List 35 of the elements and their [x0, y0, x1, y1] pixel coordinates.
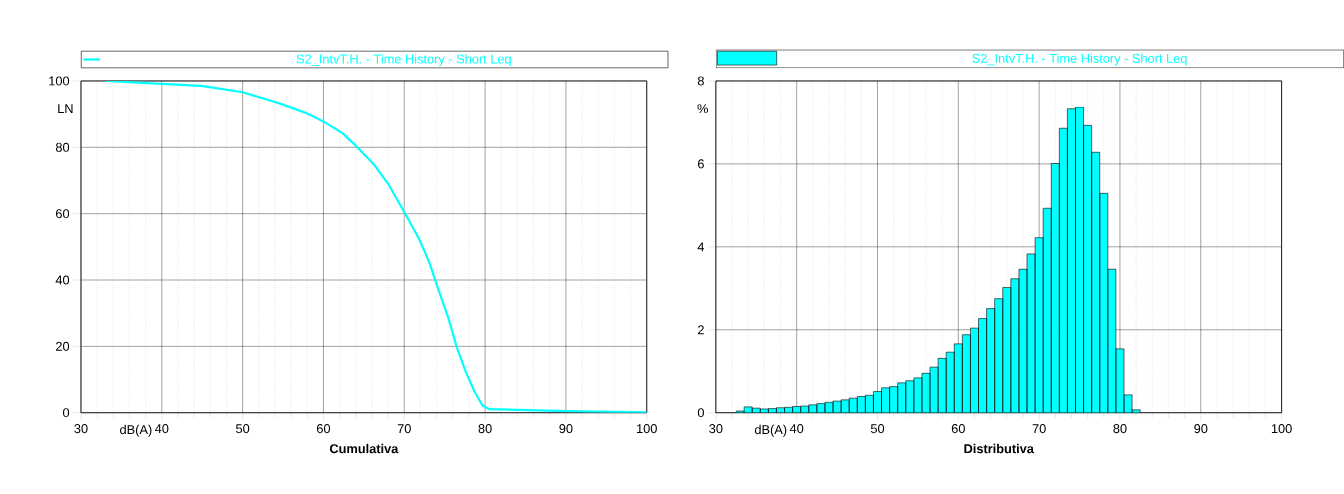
x-axis-title: Distributiva	[964, 443, 1034, 454]
x-tick-label: 90	[559, 424, 573, 434]
x-tick-label: 60	[316, 424, 331, 434]
x-tick-label: 70	[397, 424, 411, 434]
y-tick-label: 4	[697, 242, 705, 252]
x-tick-label: 40	[789, 424, 804, 434]
text: dB(A)	[120, 424, 152, 437]
x-tick-label: 90	[1194, 424, 1208, 434]
text: dB(A)	[754, 424, 787, 437]
x-tick-label: 40	[154, 424, 169, 434]
x-tick-label: 80	[1113, 424, 1127, 434]
x-tick-label: 100	[637, 424, 657, 434]
x-tick-label: 80	[478, 424, 492, 434]
x-tick-label: 60	[951, 424, 965, 434]
y-tick-label: 40	[55, 275, 70, 285]
y-tick-label: 0	[697, 408, 704, 418]
y-tick-label: 20	[56, 341, 70, 352]
y-axis-title: LN	[58, 104, 73, 114]
x-tick-label: 70	[1032, 424, 1046, 434]
text: S2_IntvT.H. - Time History - Short Leq	[296, 54, 511, 67]
x-axis-title: Cumulativa	[329, 443, 399, 454]
y-tick-label: 8	[697, 76, 704, 86]
y-tick-label: 6	[698, 159, 704, 169]
y-tick-label: 0	[62, 408, 70, 418]
y-tick-label: 60	[56, 209, 70, 219]
y-tick-label: 2	[698, 325, 704, 335]
x-tick-label: 50	[870, 424, 885, 434]
x-tick-label: 50	[236, 424, 250, 434]
x-tick-label: 30	[74, 424, 88, 434]
y-axis-title: %	[697, 104, 708, 114]
x-tick-label: 30	[709, 424, 723, 434]
text: S2_IntvT.H. - Time History - Short Leq	[972, 53, 1187, 66]
y-tick-label: 100	[49, 76, 70, 86]
y-tick-label: 80	[55, 142, 70, 152]
x-tick-label: 100	[1271, 424, 1292, 434]
